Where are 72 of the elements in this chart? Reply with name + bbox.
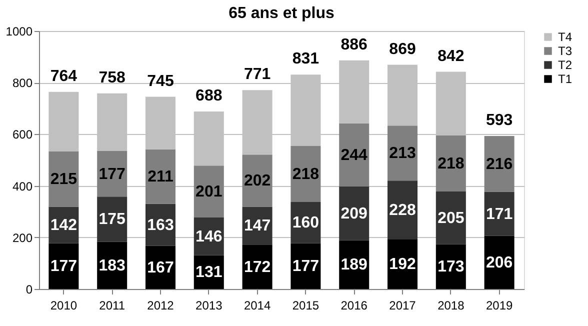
bar (145, 149, 176, 204)
data-label: 211 (148, 168, 174, 186)
data-label: 205 (438, 210, 464, 227)
data-label: 160 (292, 214, 320, 232)
data-label: 228 (389, 202, 416, 220)
x-tick-label: 2015 (292, 298, 320, 312)
data-label: 167 (147, 259, 174, 276)
x-tick-label: 2011 (99, 298, 126, 312)
data-label: 189 (340, 256, 368, 274)
data-label: 163 (147, 216, 174, 234)
data-label: 209 (340, 205, 368, 222)
x-tick-label: 2017 (389, 298, 416, 312)
data-label: 183 (98, 257, 126, 274)
y-tick-label: 200 (12, 230, 33, 245)
legend-label: T2 (558, 58, 572, 72)
legend-label: T3 (558, 44, 572, 58)
x-tick-label: 2014 (244, 298, 271, 312)
x-tick-label: 2012 (147, 298, 174, 312)
data-label: 171 (486, 206, 513, 223)
bar (339, 123, 370, 186)
total-label: 764 (50, 68, 78, 85)
bar (194, 166, 224, 218)
data-label: 147 (244, 218, 271, 235)
y-tick-label: 400 (12, 179, 33, 194)
data-label: 177 (98, 166, 126, 183)
bar (388, 180, 418, 240)
data-label: 213 (389, 145, 416, 162)
bar (48, 151, 79, 207)
total-label: 886 (340, 36, 368, 54)
data-label: 218 (438, 155, 464, 172)
data-label: 215 (50, 170, 78, 188)
bar (97, 150, 128, 197)
data-label: 177 (292, 258, 320, 276)
x-tick-label: 2016 (340, 298, 368, 312)
data-label: 172 (244, 258, 271, 276)
data-label: 218 (292, 166, 320, 183)
data-label: 173 (438, 258, 464, 276)
total-label: 758 (98, 69, 126, 86)
data-label: 216 (486, 156, 513, 173)
data-label: 244 (340, 146, 368, 164)
bar (484, 192, 514, 236)
data-label: 131 (196, 264, 222, 282)
legend-label: T4 (558, 30, 572, 44)
chart-title: 65 ans et plus (228, 5, 335, 22)
y-tick-label: 0 (26, 282, 33, 296)
total-label: 771 (244, 66, 271, 84)
data-label: 142 (50, 217, 78, 234)
data-label: 202 (244, 172, 271, 190)
bar (388, 126, 418, 181)
total-label: 831 (292, 50, 320, 68)
data-label: 192 (389, 256, 416, 274)
y-tick-label: 600 (12, 128, 33, 142)
data-label: 206 (486, 254, 513, 272)
bar (436, 135, 466, 192)
bar (290, 243, 321, 289)
total-label: 745 (147, 72, 174, 90)
data-label: 201 (196, 184, 222, 201)
total-label: 842 (438, 48, 464, 65)
total-label: 593 (486, 112, 513, 130)
total-label: 869 (389, 40, 416, 58)
data-label: 175 (98, 211, 126, 228)
x-tick-label: 2019 (486, 298, 513, 312)
x-tick-label: 2018 (438, 298, 465, 312)
data-label: 146 (196, 228, 222, 246)
total-label: 688 (196, 87, 222, 104)
y-tick-label: 1000 (6, 24, 33, 38)
data-label: 177 (50, 258, 78, 276)
legend-label: T1 (558, 72, 572, 86)
bar (48, 243, 79, 289)
y-tick-label: 800 (12, 76, 33, 90)
x-tick-label: 2013 (196, 298, 223, 312)
x-tick-label: 2010 (50, 298, 78, 312)
